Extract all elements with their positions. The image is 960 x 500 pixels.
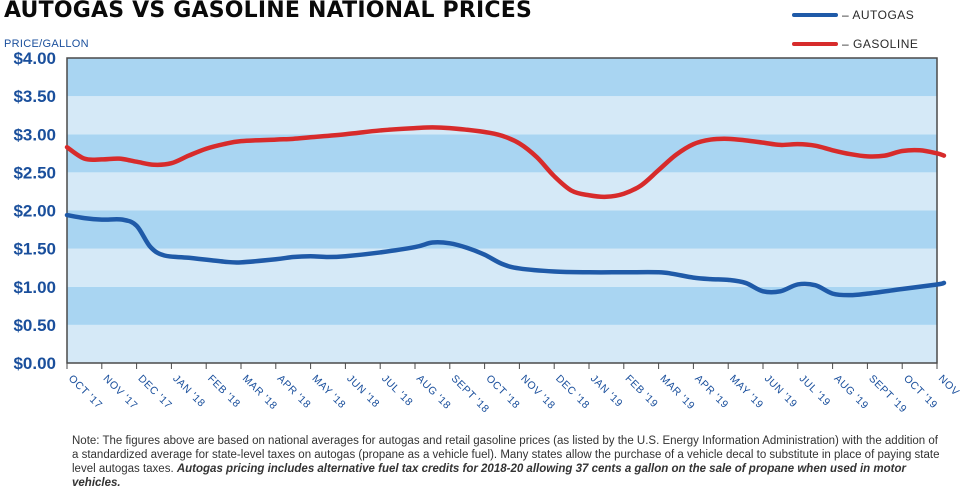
line-chart: $0.00 $0.50 $1.00 $1.50 $2.00 $2.50 $3.00 $3.50… [13,49,960,416]
chart-band [67,324,937,363]
x-tick-label: NOV '17 [101,373,140,412]
y-tick-label: $1.00 [13,278,56,297]
legend-label-autogas: – AUTOGAS [842,8,915,22]
x-tick-label: NOV '18 [518,373,557,412]
series-line-autogas [64,212,947,298]
x-tick-label: FEB '19 [623,373,661,411]
y-tick-label: $2.50 [13,163,56,182]
x-tick-label: APR '19 [692,373,730,411]
chart-band [67,286,937,325]
y-tick-label: $1.50 [13,240,56,259]
x-tick-label: JAN '18 [170,373,207,410]
x-tick-label: JUN '18 [344,373,382,411]
chart-band [67,172,937,211]
x-tick-label: FEB '18 [205,373,243,411]
chart-band [67,248,937,287]
x-tick-label: APR '18 [275,373,313,411]
x-tick-label: DEC '17 [135,373,174,412]
series-line-gasoline [64,125,947,200]
chart-band [67,58,937,97]
x-tick-label: NOV '19 [936,373,960,412]
chart-band [67,210,937,249]
y-tick-label: $3.00 [13,125,56,144]
y-tick-label: $0.00 [13,354,56,373]
y-tick-label: $2.00 [13,202,56,221]
footnote-emphasis: Autogas pricing includes alternative fue… [72,463,906,489]
legend-item-autogas: – AUTOGAS [792,8,914,22]
y-axis-unit-label: PRICE/GALLON [4,38,89,50]
x-tick-label: JAN '19 [588,373,625,410]
y-tick-label: $0.50 [13,316,56,335]
x-tick-label: JUL '19 [797,373,833,409]
x-tick-label: MAR '18 [240,373,280,413]
chart-band [67,96,937,135]
x-tick-label: JUL '18 [379,373,415,409]
x-tick-label: DEC '18 [553,373,592,412]
y-tick-label: $3.50 [13,87,56,106]
x-tick-label: AUG '19 [831,373,870,412]
x-tick-label: MAY '18 [309,373,348,412]
x-tick-label: MAR '19 [657,373,697,413]
legend-swatch-gasoline [792,42,838,46]
footnote: Note: The figures above are based on nat… [72,434,942,490]
x-tick-label: JUN '19 [762,373,800,411]
chart-band [67,134,937,173]
x-tick-label: AUG '18 [414,373,453,412]
legend-item-gasoline: – GASOLINE [792,37,918,51]
footnote-text: Note: The figures above are based on nat… [72,435,940,475]
x-tick-label: OCT '17 [66,373,105,412]
x-tick-label: MAY '19 [727,373,766,412]
y-tick-label: $4.00 [13,49,56,68]
legend-label-gasoline: – GASOLINE [842,37,919,51]
plot-frame [66,57,938,364]
legend-swatch-autogas [792,13,838,17]
chart-title: AUTOGAS VS GASOLINE NATIONAL PRICES [4,0,532,23]
